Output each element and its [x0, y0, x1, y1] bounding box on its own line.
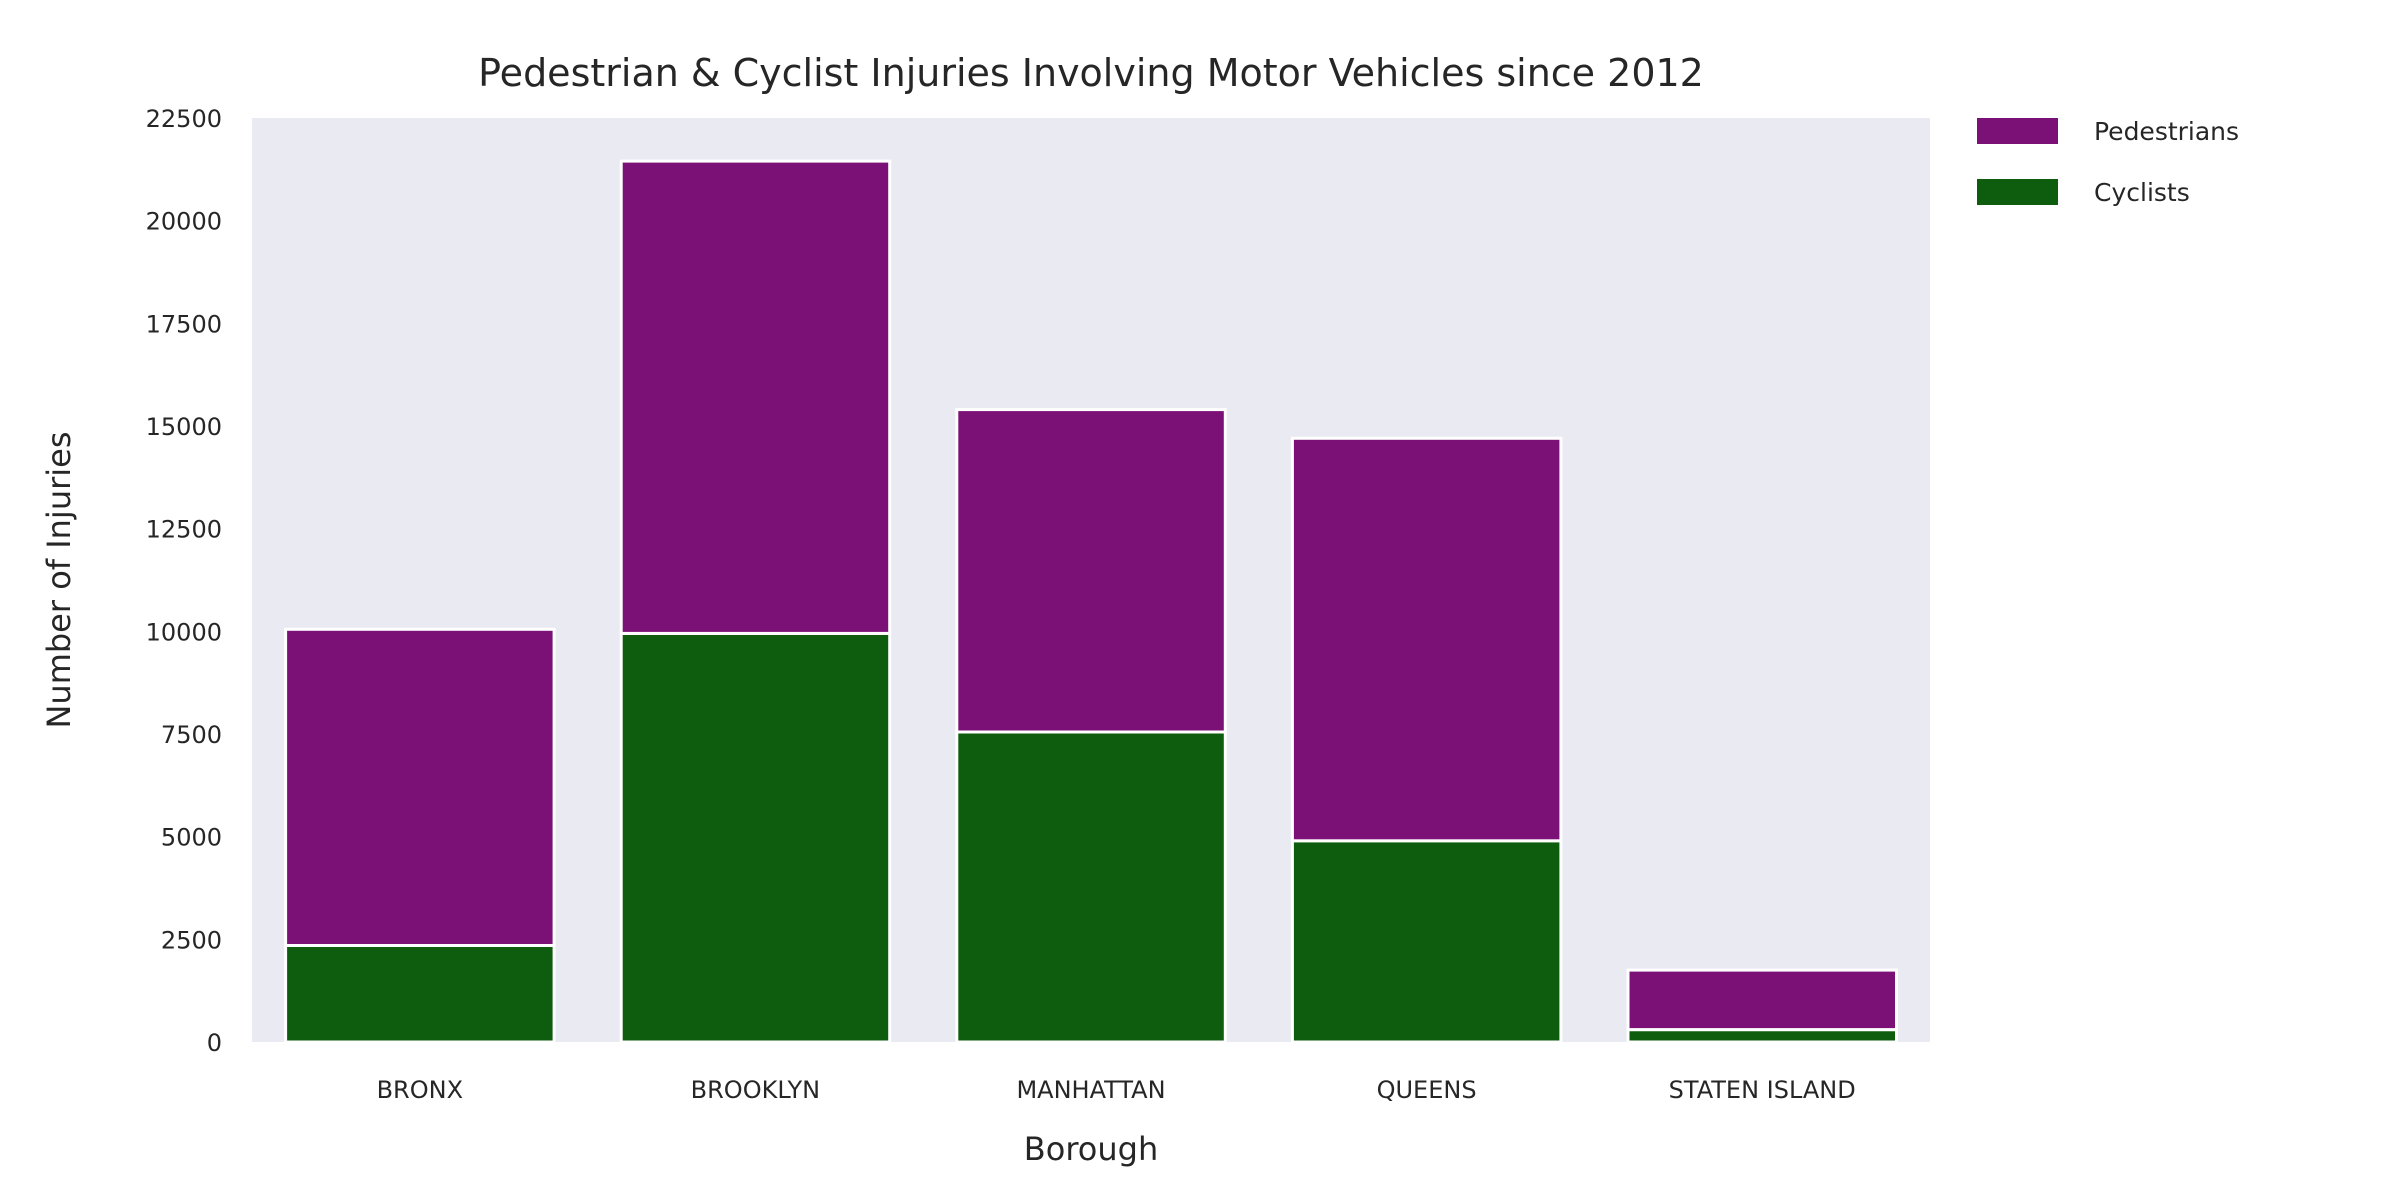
bar-pedestrians-staten-island: [1626, 968, 1898, 1032]
bar-cyclists-brooklyn: [619, 631, 892, 1044]
y-tick-label: 12500: [146, 516, 222, 544]
bar-pedestrians-bronx: [284, 627, 556, 947]
bar-pedestrians-manhattan: [955, 408, 1227, 734]
bar-cyclists-bronx: [284, 944, 556, 1044]
y-axis-ticks: 0 2500 5000 7500 10000 12500 15000 17500 20000 22…: [146, 105, 222, 1057]
y-tick-label: 10000: [146, 618, 222, 646]
bar-pedestrians-queens: [1290, 436, 1563, 843]
legend-swatch-pedestrians: [1977, 118, 2058, 144]
bar-cyclists-manhattan: [955, 730, 1227, 1044]
x-tick-label: MANHATTAN: [1016, 1076, 1165, 1104]
x-tick-label: BRONX: [377, 1076, 463, 1104]
bars: [284, 159, 1898, 1044]
x-axis-label: Borough: [1024, 1130, 1158, 1168]
y-tick-label: 20000: [146, 208, 222, 236]
x-axis-ticks: BRONX BROOKLYN MANHATTAN QUEENS STATEN ISLAN…: [377, 1076, 1856, 1104]
x-tick-label: QUEENS: [1377, 1076, 1477, 1104]
y-axis-label: Number of Injuries: [40, 431, 78, 728]
y-tick-label: 22500: [146, 105, 222, 133]
legend: Pedestrians Cyclists: [1977, 117, 2239, 207]
y-tick-label: 5000: [161, 824, 222, 852]
legend-label-cyclists: Cyclists: [2094, 178, 2190, 207]
y-tick-label: 2500: [161, 926, 222, 954]
bar-pedestrians-brooklyn: [619, 159, 892, 635]
chart-title: Pedestrian & Cyclist Injuries Involving …: [478, 51, 1704, 95]
x-tick-label: STATEN ISLAND: [1669, 1076, 1856, 1104]
legend-label-pedestrians: Pedestrians: [2094, 117, 2239, 146]
y-tick-label: 17500: [146, 310, 222, 338]
legend-swatch-cyclists: [1977, 179, 2058, 205]
bar-cyclists-queens: [1290, 839, 1563, 1044]
x-tick-label: BROOKLYN: [691, 1076, 820, 1104]
y-tick-label: 15000: [146, 413, 222, 441]
bar-cyclists-staten-island: [1626, 1028, 1898, 1044]
y-tick-label: 0: [207, 1029, 222, 1057]
y-tick-label: 7500: [161, 721, 222, 749]
